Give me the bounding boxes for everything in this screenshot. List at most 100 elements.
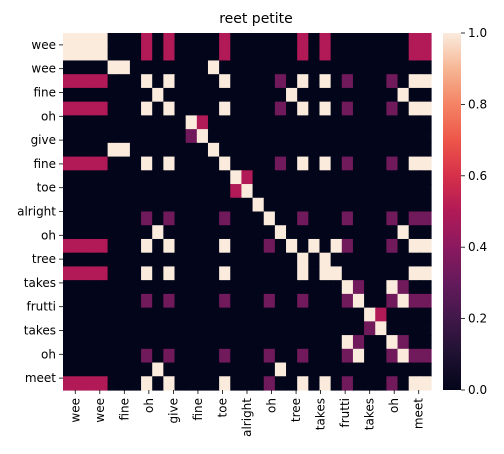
heatmap-cell bbox=[129, 74, 142, 89]
heatmap-cell bbox=[375, 362, 387, 377]
heatmap-cell bbox=[163, 46, 176, 62]
heatmap-cell bbox=[352, 33, 365, 48]
heatmap-cell bbox=[352, 293, 365, 309]
heatmap-cell bbox=[118, 211, 131, 226]
heatmap-cell bbox=[274, 335, 287, 350]
heatmap-cell bbox=[386, 376, 399, 391]
heatmap-cell bbox=[341, 33, 354, 48]
heatmap-cell bbox=[63, 60, 75, 75]
heatmap-cell bbox=[252, 142, 265, 158]
heatmap-cell bbox=[174, 87, 187, 103]
heatmap-cell bbox=[163, 101, 176, 116]
heatmap-cell bbox=[274, 348, 287, 364]
heatmap-cell bbox=[330, 225, 343, 240]
heatmap-cell bbox=[141, 307, 153, 322]
heatmap-cell bbox=[252, 46, 265, 62]
heatmap-cell bbox=[286, 115, 298, 130]
heatmap-cell bbox=[397, 184, 410, 199]
heatmap-cell bbox=[129, 362, 142, 377]
heatmap-cell bbox=[230, 156, 243, 171]
heatmap-cell bbox=[152, 321, 164, 336]
heatmap-cell bbox=[174, 335, 187, 350]
heatmap-cell bbox=[352, 335, 365, 350]
y-tick-label: takes bbox=[24, 324, 56, 338]
heatmap-cell bbox=[308, 142, 321, 158]
heatmap-cell bbox=[408, 142, 421, 158]
heatmap-cell bbox=[129, 238, 142, 254]
heatmap-cell bbox=[297, 115, 309, 130]
heatmap-cell bbox=[397, 115, 410, 130]
heatmap-cell bbox=[230, 280, 243, 295]
y-tick-label: frutti bbox=[26, 300, 56, 314]
heatmap-cell bbox=[375, 293, 387, 309]
heatmap-cell bbox=[141, 376, 153, 391]
heatmap-cell bbox=[230, 197, 243, 213]
y-tick-label: oh bbox=[41, 347, 56, 361]
heatmap-cell bbox=[219, 129, 231, 144]
heatmap-cell bbox=[207, 307, 220, 322]
heatmap-cell bbox=[352, 225, 365, 240]
heatmap-cell bbox=[319, 362, 332, 377]
heatmap-cell bbox=[408, 335, 421, 350]
heatmap-cell bbox=[252, 211, 265, 226]
heatmap-cell bbox=[274, 362, 287, 377]
heatmap-cell bbox=[319, 115, 332, 130]
heatmap-cell bbox=[386, 184, 399, 199]
heatmap-cell bbox=[308, 293, 321, 309]
heatmap-cell bbox=[319, 170, 332, 185]
heatmap-cell bbox=[375, 101, 387, 116]
heatmap-cell bbox=[319, 87, 332, 103]
heatmap-cell bbox=[96, 280, 109, 295]
heatmap-cell bbox=[174, 74, 187, 89]
heatmap-cell bbox=[263, 115, 276, 130]
heatmap-cell bbox=[397, 266, 410, 281]
heatmap-cell bbox=[364, 376, 376, 391]
heatmap-cell bbox=[85, 170, 98, 185]
heatmap-cell bbox=[341, 184, 354, 199]
heatmap-cell bbox=[185, 197, 198, 213]
heatmap-cell bbox=[286, 266, 298, 281]
x-tick-label: wee bbox=[68, 398, 82, 423]
heatmap-cell bbox=[375, 307, 387, 322]
heatmap-cell bbox=[96, 46, 109, 62]
heatmap-cell bbox=[319, 252, 332, 268]
heatmap-cell bbox=[207, 348, 220, 364]
heatmap-cell bbox=[319, 225, 332, 240]
heatmap-cell bbox=[118, 280, 131, 295]
heatmap-cell bbox=[364, 60, 376, 75]
heatmap-cell bbox=[386, 142, 399, 158]
heatmap-cell bbox=[419, 129, 432, 144]
heatmap-cell bbox=[96, 60, 109, 75]
heatmap-cell bbox=[375, 225, 387, 240]
heatmap-cell bbox=[397, 293, 410, 309]
heatmap-cell bbox=[141, 197, 153, 213]
heatmap-cell bbox=[297, 225, 309, 240]
heatmap-cell bbox=[152, 101, 164, 116]
heatmap-cell bbox=[185, 321, 198, 336]
heatmap-cell bbox=[207, 211, 220, 226]
heatmap-cell bbox=[352, 156, 365, 171]
heatmap-cell bbox=[364, 225, 376, 240]
heatmap-cell bbox=[364, 74, 376, 89]
heatmap-cell bbox=[219, 184, 231, 199]
heatmap-cell bbox=[364, 321, 376, 336]
heatmap-cell bbox=[330, 238, 343, 254]
heatmap-cell bbox=[419, 184, 432, 199]
heatmap-cell bbox=[419, 87, 432, 103]
heatmap-cell bbox=[341, 115, 354, 130]
heatmap-cell bbox=[207, 74, 220, 89]
heatmap-cell bbox=[230, 170, 243, 185]
heatmap-cell bbox=[107, 115, 120, 130]
heatmap-cell bbox=[241, 376, 254, 391]
heatmap-cell bbox=[74, 307, 86, 322]
heatmap-cell bbox=[341, 197, 354, 213]
heatmap-cell bbox=[196, 211, 209, 226]
heatmap-cell bbox=[375, 252, 387, 268]
heatmap-cell bbox=[274, 74, 287, 89]
heatmap-cell bbox=[308, 115, 321, 130]
heatmap-cell bbox=[308, 33, 321, 48]
heatmap-cell bbox=[196, 280, 209, 295]
heatmap-cell bbox=[419, 46, 432, 62]
heatmap-cell bbox=[185, 115, 198, 130]
heatmap-cell bbox=[107, 156, 120, 171]
